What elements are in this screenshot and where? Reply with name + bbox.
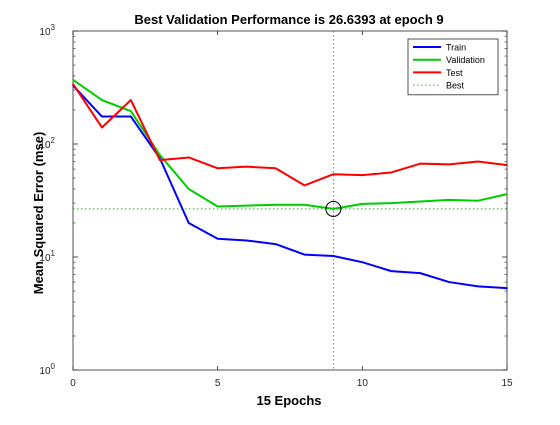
data-point-test (332, 173, 335, 176)
data-point-train (187, 222, 190, 224)
data-point-train (303, 253, 306, 256)
data-point-validation (274, 203, 277, 206)
y-tick-label: 102 (39, 136, 55, 151)
legend-label-train: Train (446, 43, 466, 53)
series-line-validation (72, 78, 508, 210)
x-tick-label: 0 (70, 378, 76, 389)
data-point-test (72, 83, 74, 85)
data-point-test (216, 167, 219, 170)
data-point-train (274, 243, 277, 245)
data-point-train (390, 270, 393, 272)
data-point-train (101, 115, 103, 118)
series-line-train (72, 84, 508, 290)
data-point-train (361, 261, 364, 263)
data-point-train (216, 237, 219, 240)
data-point-test (390, 171, 393, 174)
data-point-train (332, 255, 335, 257)
x-tick-label: 10 (357, 378, 369, 389)
data-point-validation (332, 208, 335, 210)
data-point-validation (303, 203, 306, 206)
data-point-validation (506, 193, 508, 195)
x-axis-label: 15 Epochs (256, 393, 321, 408)
data-point-train (506, 287, 508, 289)
data-point-validation (216, 205, 219, 208)
data-point-validation (361, 203, 364, 205)
y-axis-label: Mean Squared Error (mse) (31, 132, 46, 295)
data-point-validation (130, 110, 132, 113)
data-point-train (419, 272, 422, 274)
data-point-validation (187, 188, 190, 190)
data-point-test (448, 163, 450, 166)
data-point-train (477, 285, 479, 288)
data-point-test (419, 162, 422, 165)
legend[interactable]: Train Validation Test Best (407, 38, 499, 96)
data-point-validation (101, 99, 103, 101)
data-point-validation (159, 154, 161, 156)
legend-label-best: Best (446, 81, 465, 91)
chart-title: Best Validation Performance is 26.6393 a… (134, 12, 443, 27)
y-tick-label: 103 (39, 23, 55, 38)
legend-label-validation: Validation (446, 55, 485, 65)
data-point-validation (245, 204, 248, 207)
data-point-train (245, 239, 248, 242)
data-point-train (130, 115, 132, 118)
data-point-validation (72, 78, 74, 81)
data-point-test (159, 159, 161, 161)
data-point-test (506, 164, 508, 166)
x-tick-label: 5 (215, 378, 221, 389)
data-point-validation (448, 199, 450, 201)
y-tick-label: 100 (39, 362, 55, 377)
data-point-test (477, 160, 479, 163)
x-tick-label: 15 (501, 378, 513, 389)
data-point-test (101, 126, 103, 129)
data-point-train (448, 281, 450, 283)
legend-label-test: Test (446, 68, 463, 78)
data-point-test (130, 99, 132, 101)
series-line-test (72, 83, 508, 187)
data-point-validation (419, 200, 422, 203)
data-point-validation (477, 199, 479, 202)
data-point-validation (390, 202, 393, 204)
data-point-test (245, 165, 248, 168)
data-point-test (361, 174, 364, 176)
data-point-test (274, 167, 277, 170)
legend-box (407, 38, 499, 96)
y-tick-label: 101 (39, 249, 55, 264)
best-point-marker (325, 200, 342, 217)
data-point-test (303, 184, 306, 187)
data-point-test (187, 156, 190, 159)
